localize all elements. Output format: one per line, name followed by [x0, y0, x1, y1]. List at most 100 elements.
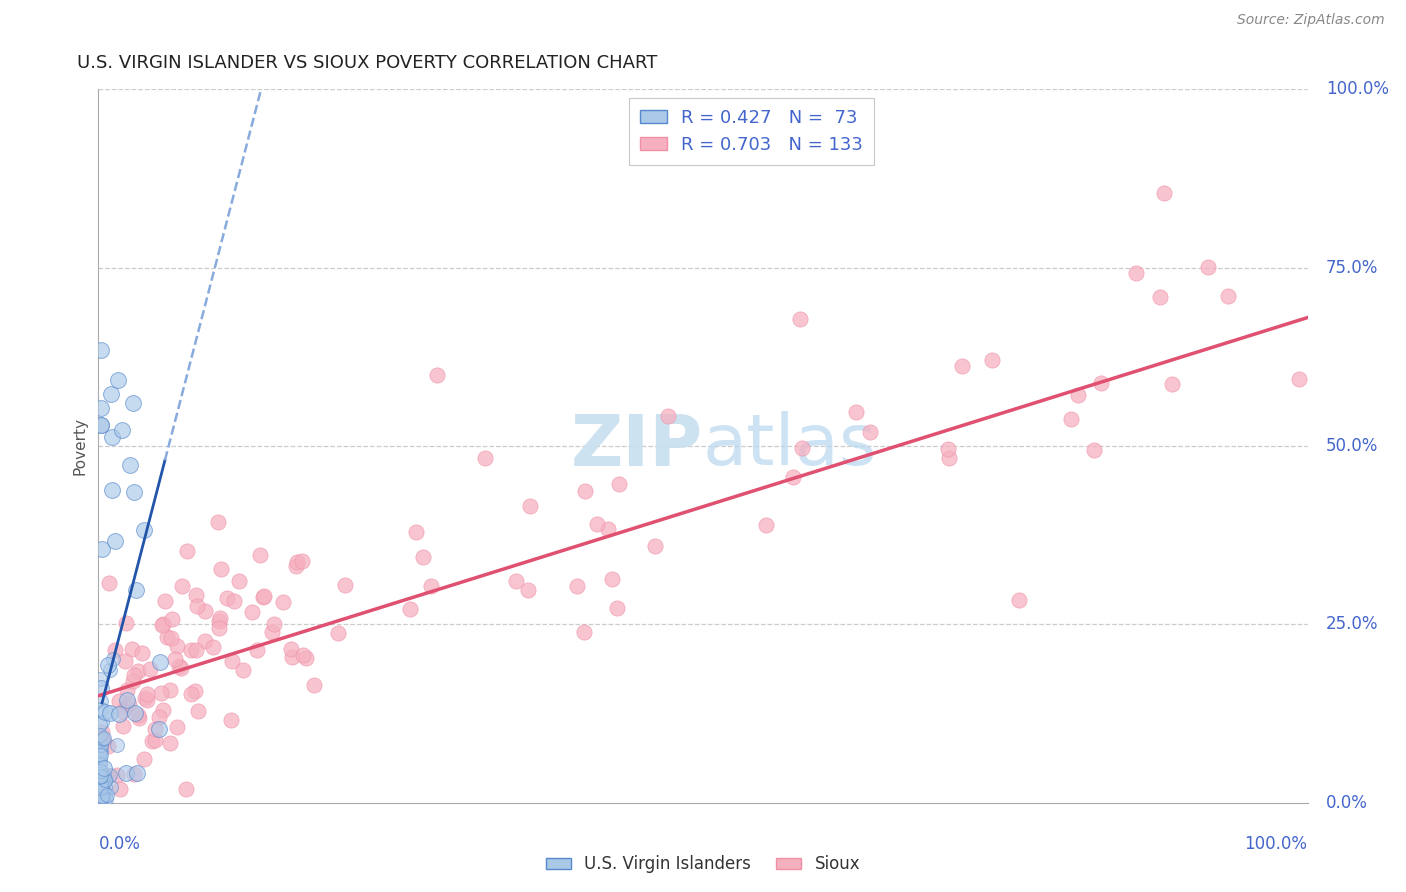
- Point: [186, 588, 208, 602]
- Point: [127, 665, 149, 679]
- Point: [94, 780, 117, 794]
- Point: [124, 706, 146, 720]
- Point: [91, 772, 114, 787]
- Point: [172, 579, 194, 593]
- Point: [128, 711, 150, 725]
- Point: [167, 659, 190, 673]
- Point: [755, 517, 778, 532]
- Point: [607, 476, 630, 491]
- Point: [90, 681, 112, 695]
- Point: [1125, 266, 1147, 280]
- Point: [90, 735, 112, 749]
- Point: [420, 579, 443, 593]
- Point: [1288, 371, 1310, 385]
- Point: [89, 764, 111, 778]
- Point: [474, 450, 496, 465]
- Point: [148, 722, 170, 736]
- Point: [184, 683, 207, 698]
- Point: [98, 663, 121, 677]
- Point: [148, 709, 170, 723]
- Point: [152, 617, 174, 632]
- Point: [159, 736, 181, 750]
- Point: [89, 769, 111, 783]
- Point: [208, 614, 231, 628]
- Point: [981, 353, 1004, 368]
- Point: [1090, 376, 1112, 390]
- Point: [246, 643, 269, 657]
- Point: [224, 593, 246, 607]
- Point: [93, 795, 115, 809]
- Point: [90, 418, 112, 433]
- Point: [90, 793, 112, 807]
- Point: [136, 693, 159, 707]
- Point: [304, 678, 326, 692]
- Point: [91, 734, 114, 748]
- Point: [252, 591, 274, 605]
- Point: [90, 343, 112, 358]
- Point: [127, 708, 149, 723]
- Point: [90, 743, 112, 757]
- Point: [285, 555, 308, 569]
- Point: [114, 654, 136, 668]
- Point: [149, 686, 172, 700]
- Point: [90, 780, 112, 795]
- Point: [232, 664, 254, 678]
- Point: [284, 558, 307, 573]
- Point: [1008, 592, 1031, 607]
- Point: [209, 610, 232, 624]
- Point: [115, 615, 138, 630]
- Legend: U.S. Virgin Islanders, Sioux: U.S. Virgin Islanders, Sioux: [540, 849, 866, 880]
- Point: [174, 781, 197, 796]
- Point: [112, 704, 135, 718]
- Text: 50.0%: 50.0%: [1326, 437, 1378, 455]
- Point: [107, 707, 129, 722]
- Point: [94, 772, 117, 787]
- Point: [186, 599, 208, 614]
- Point: [145, 722, 167, 736]
- Point: [194, 634, 217, 648]
- Point: [950, 359, 973, 373]
- Point: [90, 779, 112, 793]
- Text: 75.0%: 75.0%: [1326, 259, 1378, 277]
- Text: ZIP: ZIP: [571, 411, 703, 481]
- Point: [398, 602, 420, 616]
- Point: [107, 373, 129, 387]
- Point: [96, 788, 118, 802]
- Point: [105, 738, 128, 752]
- Point: [938, 451, 960, 466]
- Text: 100.0%: 100.0%: [1244, 835, 1308, 853]
- Point: [93, 731, 115, 746]
- Point: [228, 574, 250, 588]
- Point: [405, 524, 427, 539]
- Point: [122, 485, 145, 500]
- Point: [180, 642, 202, 657]
- Text: 0.0%: 0.0%: [98, 835, 141, 853]
- Point: [180, 687, 202, 701]
- Point: [100, 387, 122, 401]
- Point: [89, 747, 111, 761]
- Point: [152, 703, 174, 717]
- Point: [333, 578, 356, 592]
- Point: [134, 690, 156, 705]
- Point: [118, 697, 141, 711]
- Point: [221, 654, 243, 668]
- Point: [657, 409, 679, 424]
- Point: [425, 368, 447, 382]
- Point: [600, 572, 623, 586]
- Point: [90, 778, 112, 792]
- Point: [89, 741, 111, 756]
- Point: [115, 766, 138, 780]
- Point: [159, 683, 181, 698]
- Point: [789, 312, 811, 326]
- Point: [100, 780, 122, 794]
- Point: [208, 621, 231, 635]
- Point: [125, 765, 148, 780]
- Point: [1149, 290, 1171, 304]
- Point: [91, 781, 114, 796]
- Point: [97, 658, 120, 673]
- Point: [253, 589, 276, 603]
- Point: [122, 396, 145, 410]
- Point: [94, 772, 117, 787]
- Point: [1216, 288, 1239, 302]
- Point: [166, 640, 188, 654]
